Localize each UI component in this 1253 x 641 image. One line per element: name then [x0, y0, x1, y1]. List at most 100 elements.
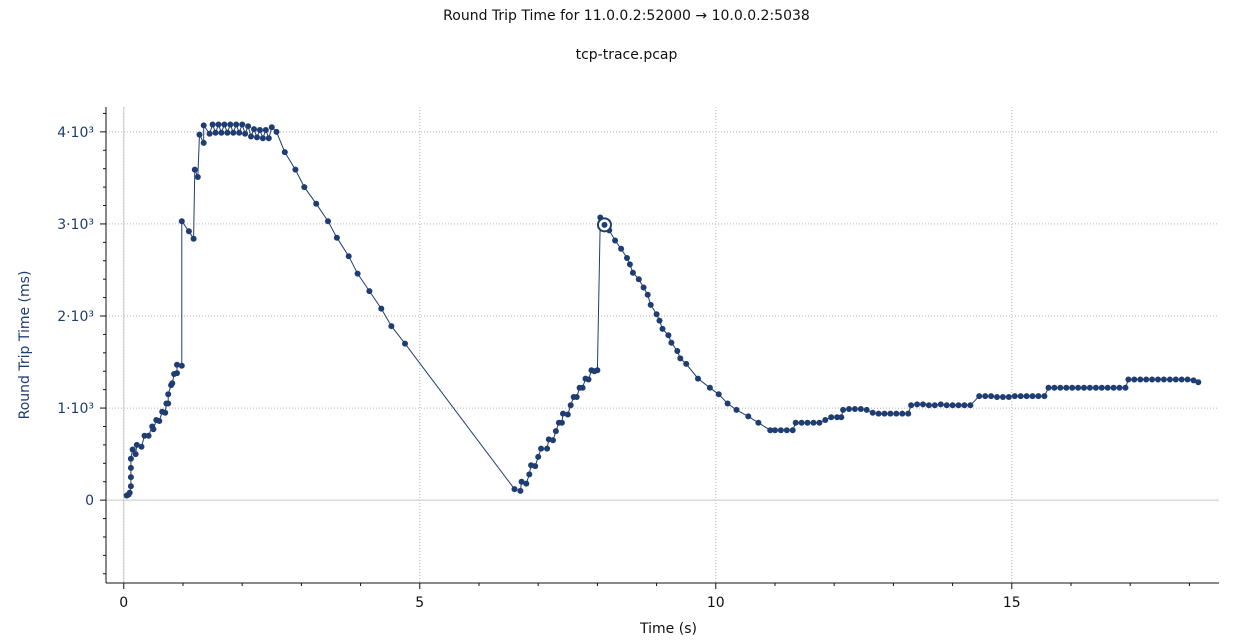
data-point: [887, 410, 894, 417]
data-point: [1116, 384, 1123, 391]
data-point: [976, 393, 983, 400]
data-point: [190, 235, 197, 242]
data-point: [683, 360, 690, 367]
data-point: [402, 340, 408, 347]
data-point: [230, 129, 237, 136]
data-point: [677, 355, 684, 362]
data-point: [268, 124, 275, 131]
data-point: [239, 121, 246, 128]
data-point: [292, 166, 299, 173]
data-point: [905, 410, 912, 417]
data-point: [532, 463, 539, 470]
data-point: [185, 228, 192, 235]
data-point: [925, 402, 932, 409]
data-point: [165, 400, 172, 407]
data-point: [612, 237, 619, 244]
data-point: [869, 409, 876, 416]
data-point: [967, 402, 974, 409]
data-point: [733, 406, 740, 413]
data-point: [594, 367, 601, 374]
data-point: [224, 129, 231, 136]
data-point: [982, 393, 989, 400]
chart-axes: [105, 107, 1219, 584]
data-point: [550, 437, 556, 444]
data-point: [1110, 384, 1117, 391]
data-point: [206, 130, 213, 137]
data-point: [560, 410, 566, 417]
data-point: [127, 474, 134, 481]
data-point: [816, 419, 823, 426]
data-point: [273, 128, 280, 135]
data-point: [200, 139, 207, 146]
data-point: [851, 406, 858, 412]
data-point: [792, 419, 799, 426]
data-point: [1131, 376, 1138, 383]
data-point: [127, 483, 134, 490]
data-point: [674, 348, 681, 354]
data-point: [893, 410, 900, 417]
data-point: [248, 133, 254, 140]
data-point: [846, 406, 852, 412]
data-point: [138, 443, 145, 450]
data-point: [242, 130, 249, 137]
chart-ticks: 0 5 10 15 0 1·10³ 2·10³ 3·10³ 4·10³: [57, 112, 1190, 611]
x-tick-label: 5: [415, 595, 424, 611]
data-point: [908, 402, 915, 409]
data-point: [1035, 393, 1042, 400]
data-point: [745, 413, 752, 420]
data-point: [126, 489, 133, 496]
data-point: [1137, 376, 1144, 383]
data-point: [567, 402, 574, 409]
data-point: [215, 121, 222, 128]
data-point: [526, 471, 533, 478]
data-point: [955, 402, 962, 409]
data-point: [245, 123, 252, 130]
data-point: [169, 380, 176, 387]
data-point: [221, 121, 228, 128]
data-point: [1017, 393, 1024, 400]
data-point: [178, 362, 185, 369]
data-point: [1172, 376, 1179, 383]
series-polyline: [126, 122, 1199, 496]
data-point: [366, 288, 373, 295]
y-tick-label: 0: [85, 493, 94, 509]
data-point: [517, 487, 524, 494]
data-point: [281, 149, 288, 156]
data-point: [132, 451, 139, 458]
data-point: [127, 464, 134, 471]
data-point: [1051, 384, 1058, 391]
data-point: [251, 126, 257, 133]
data-point: [755, 419, 762, 426]
data-point: [218, 129, 225, 136]
data-point: [579, 384, 586, 391]
data-point: [798, 419, 805, 426]
data-point: [822, 417, 829, 423]
y-tick-label: 3·10³: [57, 217, 94, 233]
data-point: [354, 270, 361, 277]
x-axis-label: Time (s): [639, 621, 697, 637]
data-point: [920, 401, 926, 408]
data-point: [1195, 379, 1202, 386]
data-point: [129, 446, 136, 453]
data-point: [518, 478, 525, 485]
data-point: [325, 218, 331, 225]
data-point: [767, 427, 774, 434]
data-point: [174, 370, 180, 377]
data-point: [145, 432, 152, 439]
data-point: [1178, 376, 1185, 383]
data-point: [772, 427, 778, 434]
data-point: [259, 135, 266, 142]
data-point: [1081, 384, 1087, 391]
data-point: [209, 121, 216, 128]
data-point: [789, 427, 796, 434]
x-tick-label: 10: [707, 595, 725, 611]
series-line: [126, 122, 1199, 496]
data-point: [523, 480, 530, 487]
data-point: [1029, 393, 1036, 400]
x-tick-label: 0: [119, 595, 128, 611]
data-point: [1104, 384, 1111, 391]
data-point: [573, 394, 580, 400]
data-point: [388, 323, 395, 330]
data-point: [624, 255, 630, 261]
